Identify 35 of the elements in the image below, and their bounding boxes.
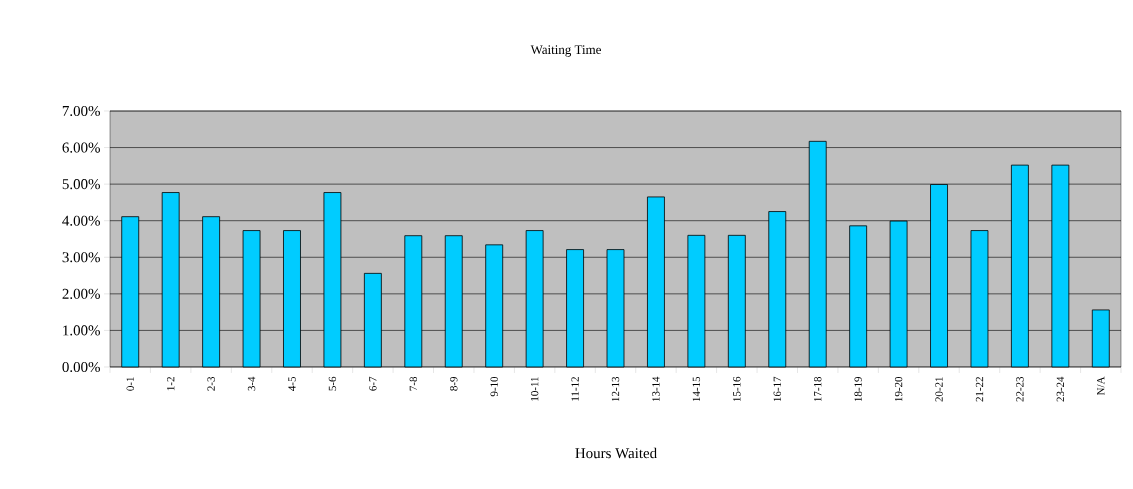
y-tick-label: 1.00%	[63, 325, 100, 336]
x-tick-label: 19-20	[894, 376, 903, 402]
x-tick-label: 7-8	[409, 376, 418, 391]
y-tick-label: 4.00%	[62, 215, 100, 226]
x-tick-label: 1-2	[167, 377, 175, 391]
x-tick-label: 21-22	[975, 377, 984, 402]
y-tick-label: 2.00%	[62, 288, 100, 299]
x-tick-label: 16-17	[773, 376, 781, 402]
y-tick-label: 7.00%	[62, 105, 100, 117]
x-tick-label: 23-24	[1056, 376, 1065, 402]
x-tick-label: 11-12	[571, 377, 579, 401]
x-tick-label: N/A	[1097, 376, 1105, 396]
x-tick-label: 9-10	[490, 376, 498, 397]
x-tick-label: 8-9	[450, 376, 458, 391]
x-axis-title: Hours Waited	[575, 447, 657, 459]
x-tick-label: 10-11	[530, 377, 539, 401]
x-tick-label: 2-3	[207, 376, 215, 391]
x-tick-label: 3-4	[247, 376, 256, 391]
y-tick-label: 6.00%	[62, 142, 100, 153]
x-tick-label: 0-1	[126, 377, 134, 391]
y-tick-label: 0.00%	[62, 361, 100, 373]
chart-title: Waiting Time	[530, 45, 601, 57]
x-tick-label: 22-23	[1016, 376, 1024, 402]
x-tick-label: 20-21	[935, 377, 943, 402]
x-tick-label: 6-7	[369, 376, 377, 391]
x-tick-label: 13-14	[652, 376, 660, 402]
x-tick-label: 17-18	[814, 376, 822, 402]
x-tick-label: 4-5	[288, 376, 296, 391]
y-tick-label: 5.00%	[62, 179, 100, 190]
x-tick-label: 15-16	[733, 376, 741, 402]
x-tick-label: 18-19	[854, 376, 862, 402]
y-tick-label: 3.00%	[62, 252, 100, 263]
x-tick-label: 14-15	[692, 376, 701, 402]
x-tick-label: 5-6	[328, 376, 337, 391]
x-tick-label: 12-13	[611, 376, 620, 402]
